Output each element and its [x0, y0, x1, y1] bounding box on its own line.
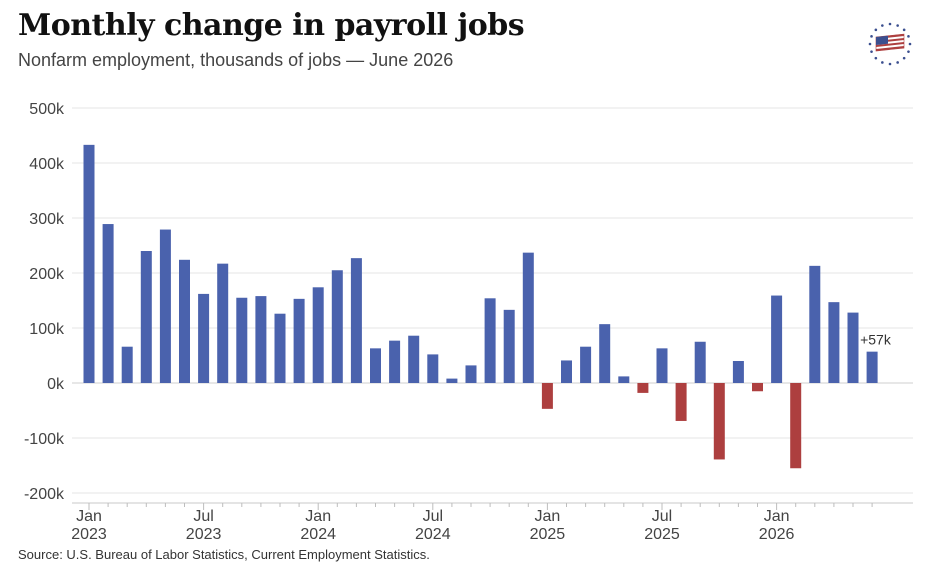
y-tick-label: -100k: [24, 431, 65, 448]
bar-jan-2024: [312, 287, 324, 383]
american-flag-stars-icon: [868, 22, 912, 66]
last-value-label: +57k: [860, 332, 892, 348]
x-tick-label-month: Jan: [535, 508, 561, 525]
bar-jan-2023: [83, 144, 95, 383]
x-tick-label-year: 2025: [530, 526, 566, 543]
logo-star: [870, 50, 873, 53]
x-tick-label-month: Jan: [305, 508, 331, 525]
bar-apr-2023: [140, 251, 152, 383]
bar-mar-2026: [809, 265, 821, 383]
bar-nov-2024: [503, 309, 515, 383]
bar-oct-2024: [484, 298, 496, 383]
bar-oct-2023: [255, 296, 267, 383]
x-tick-label-month: Jul: [193, 508, 213, 525]
logo-star: [868, 42, 872, 46]
logo-star: [896, 61, 899, 64]
bar-jun-2026: [866, 351, 878, 383]
bar-dec-2025: [752, 383, 763, 392]
logo-star: [908, 42, 912, 46]
bar-oct-2025: [713, 383, 725, 460]
bar-mar-2025: [580, 346, 592, 383]
x-tick-label-month: Jul: [652, 508, 672, 525]
bar-feb-2023: [102, 224, 114, 383]
x-tick-label-year: 2024: [415, 526, 451, 543]
bar-dec-2024: [522, 252, 534, 383]
bar-feb-2025: [561, 360, 572, 383]
annotations: +57k: [860, 332, 892, 348]
bar-apr-2026: [828, 302, 840, 383]
bar-nov-2025: [732, 361, 744, 383]
y-tick-label: 500k: [29, 101, 65, 118]
logo-star: [896, 24, 899, 27]
chart-subtitle: Nonfarm employment, thousands of jobs — …: [18, 50, 454, 70]
x-tick-label-year: 2026: [759, 526, 795, 543]
y-tick-label: 100k: [29, 321, 65, 338]
bar-aug-2024: [446, 378, 458, 383]
bar-nov-2023: [274, 313, 286, 383]
bar-jan-2025: [541, 383, 553, 409]
source-note: Source: U.S. Bureau of Labor Statistics,…: [18, 547, 430, 562]
logo-star: [888, 22, 892, 26]
bar-sep-2025: [694, 341, 706, 383]
bar-dec-2023: [293, 298, 305, 383]
logo-star: [881, 24, 884, 27]
bar-aug-2023: [217, 263, 229, 383]
x-tick-label-year: 2024: [300, 526, 336, 543]
bar-may-2024: [389, 340, 401, 383]
bar-jun-2023: [179, 259, 190, 383]
y-tick-label: 400k: [29, 156, 65, 173]
y-axis-ticks: -200k -100k 0k 100k 200k 300k 400k 500k: [24, 101, 65, 503]
logo-star: [870, 35, 873, 38]
bar-jul-2025: [656, 348, 668, 383]
x-tick-label-month: Jul: [423, 508, 443, 525]
bar-may-2025: [618, 376, 630, 383]
x-tick-label-year: 2025: [644, 526, 680, 543]
gridlines: [72, 107, 913, 494]
bar-feb-2024: [331, 270, 343, 383]
bar-may-2023: [159, 229, 171, 383]
bar-mar-2024: [350, 258, 362, 383]
bar-aug-2025: [675, 383, 687, 421]
y-tick-label: 300k: [29, 211, 65, 228]
logo-star: [874, 28, 878, 32]
bar-feb-2026: [790, 383, 802, 469]
logo-star: [902, 56, 906, 60]
bar-jun-2024: [408, 335, 420, 383]
bar-apr-2025: [599, 324, 611, 383]
y-tick-label: 200k: [29, 266, 65, 283]
bar-sep-2024: [465, 365, 477, 383]
x-tick-label-month: Jan: [76, 508, 102, 525]
y-tick-label: 0k: [47, 376, 65, 393]
x-axis: Jan2023Jul2023Jan2024Jul2024Jan2025Jul20…: [71, 502, 913, 543]
x-tick-label-year: 2023: [71, 526, 107, 543]
bar-jul-2023: [198, 293, 210, 383]
bar-mar-2023: [121, 346, 133, 383]
x-tick-label-year: 2023: [186, 526, 222, 543]
chart-title: Monthly change in payroll jobs: [18, 8, 525, 43]
bars: [83, 144, 878, 469]
y-tick-label: -200k: [24, 486, 65, 503]
logo-star: [888, 62, 892, 66]
logo-star: [874, 56, 878, 60]
logo-star: [907, 35, 910, 38]
bar-jul-2024: [427, 354, 439, 383]
logo-star: [881, 61, 884, 64]
bar-may-2026: [847, 312, 859, 383]
bar-sep-2023: [236, 297, 248, 383]
bar-apr-2024: [370, 348, 381, 383]
bar-jan-2026: [771, 295, 783, 383]
logo-star: [902, 28, 906, 32]
logo-star: [907, 50, 910, 53]
bar-jun-2025: [637, 383, 649, 393]
x-tick-label-month: Jan: [764, 508, 790, 525]
